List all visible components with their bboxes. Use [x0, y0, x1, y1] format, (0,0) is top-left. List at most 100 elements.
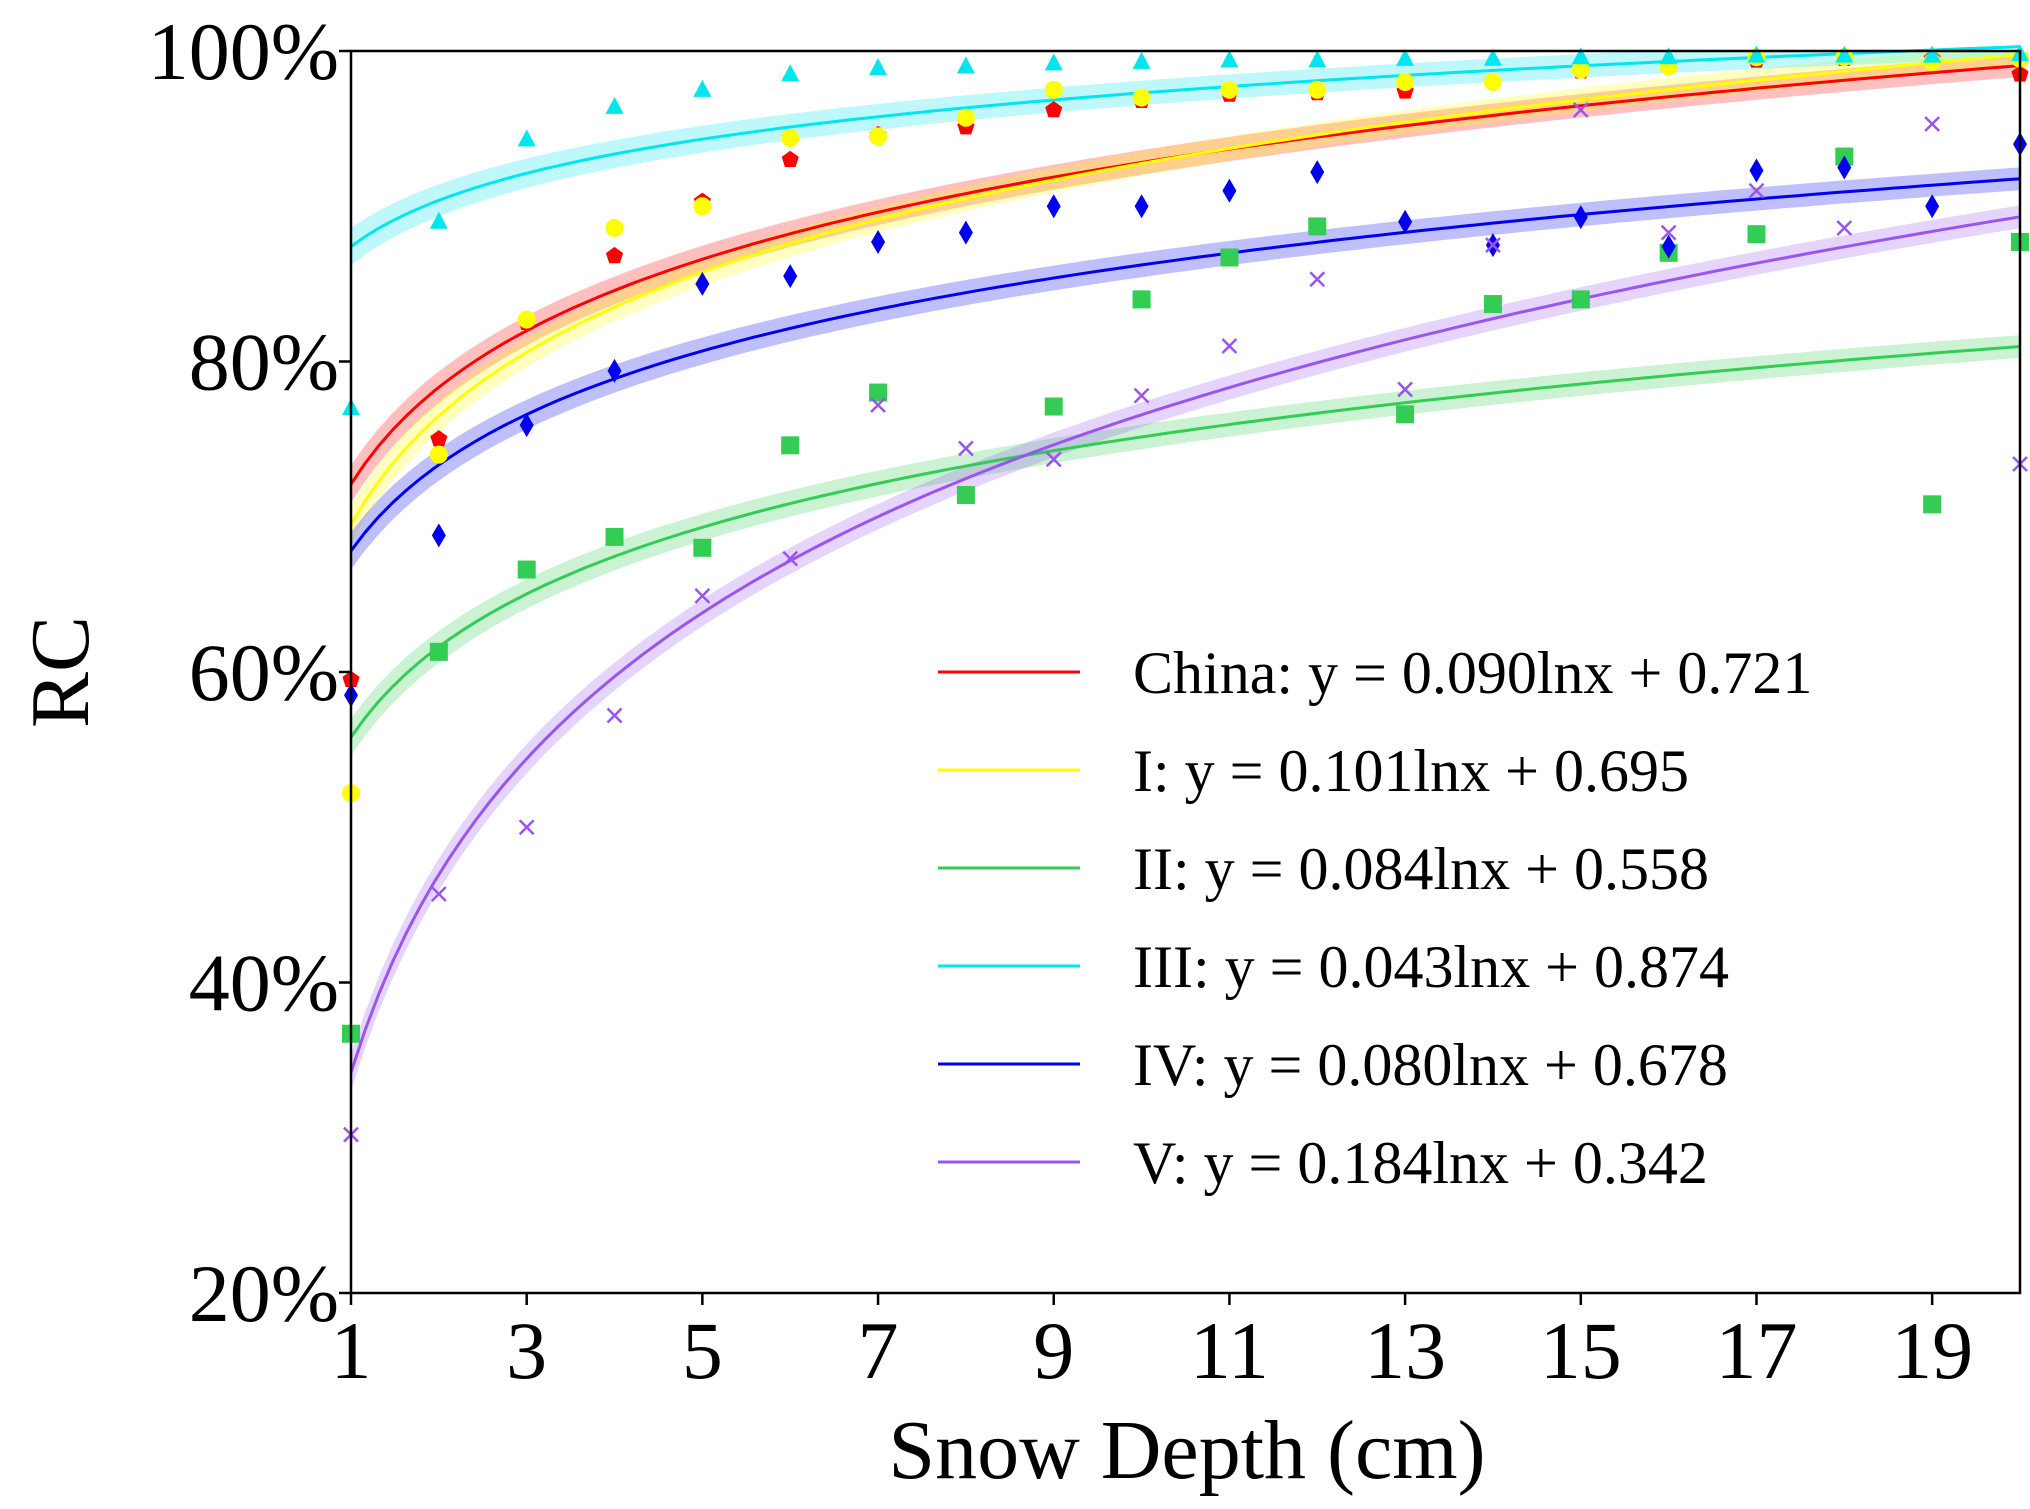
point-iv: [1310, 160, 1325, 185]
point-iv: [958, 220, 973, 245]
legend-label-v: V: y = 0.184lnx + 0.342: [1133, 1130, 1708, 1196]
point-iii: [1923, 45, 1942, 63]
fit-line-iv: [349, 177, 2021, 552]
point-ii: [1044, 397, 1063, 416]
fit-line-ii: [349, 345, 2021, 739]
fit-line-i: [349, 53, 2021, 526]
band-iv: [351, 167, 2020, 570]
point-ii: [1132, 290, 1151, 309]
fit-line-v: [349, 215, 2021, 1073]
point-iii: [429, 211, 448, 229]
point-iv: [871, 229, 886, 254]
fit-lines: [349, 45, 2021, 1073]
legend-label-iii: III: y = 0.043lnx + 0.874: [1133, 934, 1729, 1000]
point-iv: [1046, 194, 1061, 219]
point-v: [430, 886, 447, 902]
point-i: [956, 108, 975, 127]
x-tick-label: 7: [858, 1305, 899, 1396]
point-ii: [869, 383, 888, 402]
legend-label-china: China: y = 0.090lnx + 0.721: [1133, 640, 1812, 706]
point-iii: [517, 129, 536, 147]
point-i: [781, 128, 800, 147]
point-v: [1309, 271, 1326, 288]
point-v: [1397, 381, 1413, 398]
x-tick-label: 9: [1033, 1305, 1074, 1396]
y-axis-title: RC: [14, 616, 107, 728]
point-ii: [1220, 248, 1239, 267]
point-i: [1571, 60, 1590, 79]
point-i: [1044, 80, 1063, 99]
fit-line-iii: [350, 45, 2021, 248]
x-axis: 1 3 5 7 9 11 13 15 17 19: [331, 1293, 1973, 1396]
point-ii: [1747, 225, 1766, 244]
point-v: [1485, 237, 1501, 253]
point-v: [1045, 451, 1062, 468]
point-iv: [1573, 205, 1588, 230]
point-ii: [781, 436, 800, 455]
point-china: [1045, 101, 1063, 118]
point-v: [1660, 224, 1677, 241]
y-tick-label: 40%: [189, 938, 339, 1029]
point-iv: [1749, 158, 1764, 183]
point-iii: [1659, 47, 1678, 65]
point-iii: [1571, 47, 1590, 65]
point-i: [429, 445, 448, 464]
point-iii: [1044, 53, 1063, 71]
point-v: [606, 707, 623, 724]
data-points: [342, 44, 2029, 1143]
point-iii: [956, 56, 975, 74]
point-i: [1132, 88, 1151, 107]
x-tick-label: 19: [1891, 1305, 1973, 1396]
band-iii: [351, 51, 2020, 266]
band-ii: [351, 335, 2020, 756]
point-iii: [1835, 45, 1854, 63]
legend: China: y = 0.090lnx + 0.721 I: y = 0.101l…: [938, 640, 1812, 1196]
point-ii: [956, 486, 975, 505]
y-axis: 20% 40% 60% 80% 100%: [148, 6, 351, 1339]
point-iii: [869, 58, 888, 76]
point-china: [781, 150, 799, 167]
point-v: [1748, 182, 1765, 199]
point-v: [870, 397, 886, 413]
point-ii: [1923, 495, 1942, 514]
x-tick-label: 1: [331, 1305, 372, 1396]
point-iii: [605, 96, 624, 114]
band-i: [351, 51, 2020, 544]
y-tick-label: 60%: [189, 627, 339, 718]
x-axis-title: Snow Depth (cm): [888, 1404, 1485, 1497]
point-iv: [1661, 234, 1676, 259]
point-iv: [1398, 209, 1413, 234]
point-ii: [1396, 405, 1415, 424]
point-iii: [1132, 51, 1151, 69]
x-tick-label: 15: [1540, 1305, 1622, 1396]
point-v: [958, 440, 974, 457]
point-v: [1924, 116, 1941, 132]
point-iii: [693, 79, 712, 97]
point-iv: [783, 264, 798, 289]
point-iii: [1747, 45, 1766, 63]
point-iv: [431, 523, 446, 548]
point-i: [1483, 73, 1502, 92]
point-iv: [1925, 194, 1940, 219]
x-tick-label: 5: [682, 1305, 723, 1396]
x-tick-label: 11: [1190, 1305, 1269, 1396]
point-iii: [781, 64, 800, 82]
point-ii: [693, 538, 712, 557]
point-v: [1836, 220, 1853, 236]
point-ii: [1571, 290, 1590, 309]
point-iv: [1837, 155, 1852, 180]
point-v: [518, 819, 535, 836]
point-iv: [607, 358, 622, 383]
point-v: [694, 588, 711, 604]
point-ii: [605, 527, 624, 546]
point-i: [1308, 80, 1327, 99]
point-ii: [1308, 217, 1327, 236]
x-tick-label: 17: [1715, 1305, 1797, 1396]
point-iv: [519, 413, 534, 438]
point-i: [1396, 73, 1415, 92]
point-china: [430, 430, 448, 447]
point-i: [1220, 80, 1239, 99]
point-v: [1221, 338, 1238, 354]
point-iii: [1483, 48, 1502, 66]
point-ii: [517, 560, 536, 579]
